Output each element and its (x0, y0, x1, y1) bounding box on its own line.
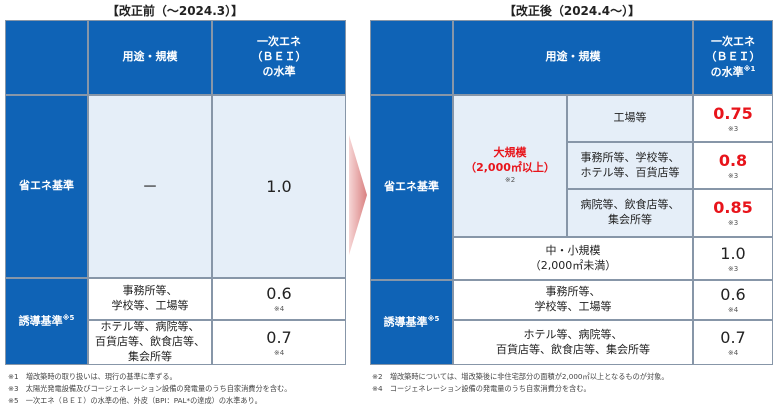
header-text: （ＢＥＩ） (705, 49, 761, 63)
use-text: 百貨店等、飲食店等、集会所等 (496, 342, 650, 356)
bei-value: 0.85 (713, 198, 753, 218)
bei-value: 0.8 (718, 150, 748, 170)
bei-value: 1.0 (266, 176, 292, 196)
use-text: （2,000㎡未満） (529, 258, 617, 272)
footnote: ※2 増改築時については、増改築後に非住宅部分の面積が2,000㎡以上となるもの… (372, 372, 669, 381)
row-label: 誘導基準※5 (370, 280, 453, 365)
row-label: 省エネ基準 (370, 95, 453, 280)
bei-note: ※4 (727, 348, 739, 357)
row-label: 誘導基準※5 (5, 278, 88, 365)
use-cell: ホテル等、病院等、百貨店等、飲食店等、集会所等 (453, 320, 693, 365)
header-text: （ＢＥＩ） (251, 50, 307, 64)
footnote: ※4 コージェネレーション設備の発電量のうち自家消費分を含む。 (372, 384, 591, 393)
row-label: 省エネ基準 (5, 95, 88, 278)
use-cell: 事務所等、 学校等、工場等 (88, 278, 212, 320)
bei-note: ※3 (727, 124, 739, 133)
bei-value: 0.75 (713, 103, 753, 123)
footnote: ※1 増改築時の取り扱いは、現行の基準に準ずる。 (8, 372, 177, 381)
header-bei: 一次エネ （ＢＥＩ） の水準 (212, 20, 346, 95)
footnote: ※3 太陽光発電設備及びコージェネレーション設備の発電量のうち自家消費分を含む。 (8, 384, 292, 393)
use-text: － (141, 176, 158, 196)
footnote-ref: ※1 (743, 64, 756, 73)
use-cell: ホテル等、病院等、百貨店等、飲食店等、集会所等 (88, 320, 212, 365)
bei-cell: 0.85 ※3 (693, 189, 773, 237)
header-use: 用途・規模 (88, 20, 212, 95)
bei-value: 0.7 (720, 327, 746, 347)
header-bei: 一次エネ （ＢＥＩ） の水準※1 (693, 20, 773, 95)
bei-cell: 1.0 (212, 95, 346, 278)
use-cell: 中・小規模 （2,000㎡未満） (453, 237, 693, 280)
bei-cell: 0.7 ※4 (212, 320, 346, 365)
header-text: 用途・規模 (545, 50, 601, 64)
header-corner (5, 20, 88, 95)
header-text: の水準 (262, 64, 296, 78)
use-cell: 事務所等、 学校等、工場等 (453, 280, 693, 320)
large-label: 大規模 (493, 146, 527, 160)
row-label-text-text: 誘導基準 (383, 315, 428, 329)
bei-value: 0.7 (266, 327, 292, 347)
arrow (349, 135, 367, 255)
use-text: 工場等 (613, 111, 647, 125)
use-text: ホテル等、病院等、 (100, 320, 200, 334)
row-label-text: 省エネ基準 (19, 179, 74, 193)
use-text: 集会所等 (608, 213, 652, 226)
bei-value: 1.0 (720, 243, 746, 263)
use-text: 集会所等 (128, 349, 172, 363)
bei-cell: 0.75 ※3 (693, 95, 773, 142)
header-text: 一次エネ (711, 34, 755, 48)
row-label-text: 誘導基準※5 (384, 315, 440, 331)
large-note: ※2 (504, 176, 516, 185)
large-cell: 大規模 （2,000㎡以上） ※2 (453, 95, 567, 237)
footnote-ref: ※5 (62, 313, 75, 322)
use-cell: 病院等、飲食店等、 集会所等 (567, 189, 693, 237)
bei-value: 0.6 (266, 284, 292, 304)
bei-cell: 1.0 ※3 (693, 237, 773, 280)
bei-note: ※4 (273, 348, 285, 357)
bei-value: 0.6 (720, 285, 746, 305)
bei-note: ※4 (273, 305, 285, 314)
header-text: の水準※1 (711, 65, 756, 81)
footnote: ※5 一次エネ（ＢＥＩ）の水準の他、外皮（BPI：PAL*の達成）の水準あり。 (8, 396, 262, 405)
bei-cell: 0.7 ※4 (693, 320, 773, 365)
bei-cell: 0.6 ※4 (693, 280, 773, 320)
use-text: 学校等、工場等 (111, 299, 189, 312)
header-text: 一次エネ (257, 35, 301, 49)
use-text: 学校等、工場等 (534, 300, 612, 313)
table-title: 【改正前（～2024.3）】 (106, 4, 244, 18)
header-text-text: の水準 (710, 65, 744, 79)
use-cell: － (88, 95, 212, 278)
use-text: 病院等、飲食店等、 (580, 198, 680, 212)
use-text: 事務所等、学校等、 (580, 150, 680, 164)
bei-note: ※3 (727, 171, 739, 180)
header-corner (370, 20, 453, 95)
large-size: （2,000㎡以上） (465, 161, 555, 175)
bei-note: ※4 (727, 306, 739, 315)
header-use: 用途・規模 (453, 20, 693, 95)
use-text: 事務所等、 (122, 284, 178, 298)
use-text: 事務所等、 (545, 285, 601, 299)
row-label-text: 省エネ基準 (384, 180, 439, 194)
bei-note: ※3 (727, 219, 739, 228)
row-label-text: 誘導基準※5 (19, 314, 75, 330)
bei-note: ※3 (727, 264, 739, 273)
use-text: 百貨店等、飲食店等、 (95, 335, 205, 349)
use-text: 中・小規模 (545, 243, 601, 257)
table-title: 【改正後（2024.4～）】 (503, 4, 641, 18)
use-text: ホテル等、百貨店等 (580, 165, 680, 179)
use-cell: 工場等 (567, 95, 693, 142)
header-text: 用途・規模 (122, 50, 178, 64)
bei-cell: 0.6 ※4 (212, 278, 346, 320)
use-cell: 事務所等、学校等、 ホテル等、百貨店等 (567, 142, 693, 189)
row-label-text-text: 誘導基準 (18, 314, 63, 328)
use-text: ホテル等、病院等、 (523, 327, 623, 341)
bei-cell: 0.8 ※3 (693, 142, 773, 189)
footnote-ref: ※5 (427, 314, 440, 323)
